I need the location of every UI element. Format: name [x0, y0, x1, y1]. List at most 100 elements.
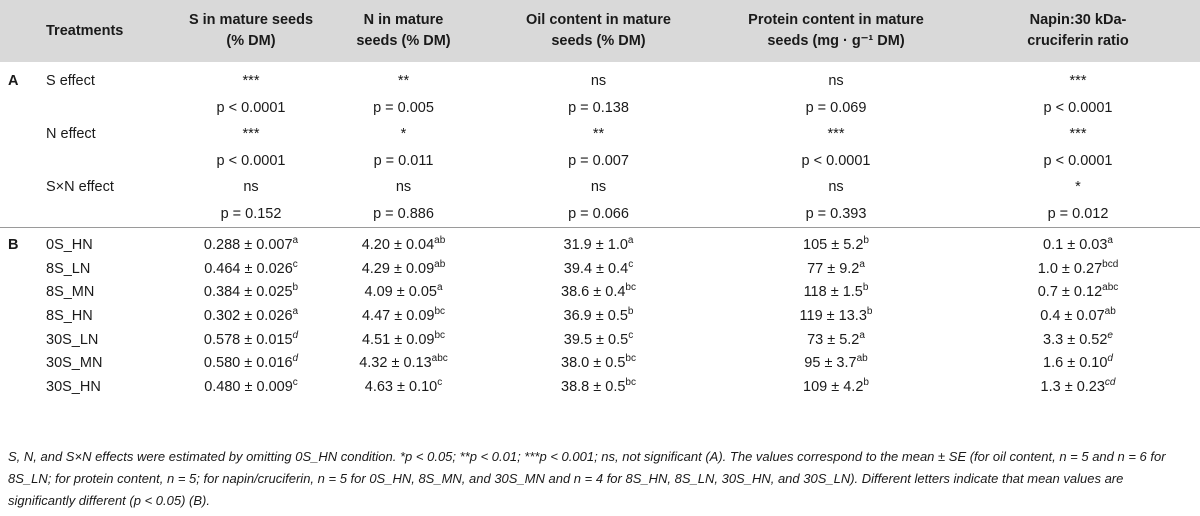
significance-letter: c	[437, 377, 443, 389]
treatment-label: 8S_LN	[46, 260, 91, 277]
significance-letter: c	[628, 329, 634, 341]
table-cell: p = 0.138	[568, 99, 629, 116]
mean-value: 39.4 ± 0.4	[563, 260, 629, 277]
table-cell: 0.480 ± 0.009c	[176, 375, 326, 399]
mean-value: 0.480 ± 0.009	[204, 378, 293, 395]
significance-letter: bc	[434, 306, 446, 318]
significance-letter: bc	[625, 377, 636, 389]
mean-value: 4.47 ± 0.09	[361, 308, 435, 325]
row-label: S effect	[46, 73, 95, 90]
table-row: 8S_MN 0.384 ± 0.025b 4.09 ± 0.05a 38.6 ± 0.…	[0, 281, 1200, 305]
table-row: B 0S_HN 0.288 ± 0.007a 4.20 ± 0.04ab 31.9 ± …	[0, 234, 1200, 258]
mean-value: 77 ± 9.2	[807, 260, 860, 277]
table-cell: 118 ± 1.5b	[716, 281, 956, 305]
table-cell: p < 0.0001	[216, 152, 286, 169]
treatment-label: 0S_HN	[46, 237, 93, 254]
table-cell: 0.580 ± 0.016d	[176, 351, 326, 375]
section-label: B	[8, 237, 19, 254]
significance-letter: bcd	[1102, 259, 1119, 271]
table-cell: ***	[827, 126, 845, 143]
significance-letter: c	[292, 259, 298, 271]
table-cell: ns	[828, 179, 844, 196]
row-label	[46, 201, 176, 228]
mean-value: 4.63 ± 0.10	[364, 378, 438, 395]
significance-letter: a	[1107, 235, 1113, 247]
section-b: B 0S_HN 0.288 ± 0.007a 4.20 ± 0.04ab 31.9 ± …	[0, 226, 1200, 399]
table-cell: 109 ± 4.2b	[716, 375, 956, 399]
table-cell: p < 0.0001	[216, 99, 286, 116]
significance-letter: a	[627, 235, 634, 247]
mean-value: 73 ± 5.2	[807, 331, 860, 348]
header-s: S in mature seeds (% DM)	[188, 12, 314, 49]
table-cell: *	[400, 126, 407, 143]
table-cell: ns	[243, 179, 259, 196]
mean-value: 119 ± 13.3	[799, 308, 867, 325]
significance-letter: a	[436, 282, 443, 294]
table-cell: 38.6 ± 0.4bc	[481, 281, 716, 305]
table-cell: ns	[590, 73, 607, 90]
table-cell: p < 0.0001	[1043, 152, 1113, 169]
table-cell: 0.7 ± 0.12abc	[956, 281, 1200, 305]
section-label	[0, 148, 46, 175]
significance-letter: b	[863, 235, 869, 247]
table-cell: ns	[395, 179, 412, 196]
table-cell: p = 0.012	[1047, 205, 1109, 222]
significance-letter: bc	[625, 353, 636, 365]
table-cell: 0.302 ± 0.026a	[176, 304, 326, 328]
table-row: N effect *** * ** *** ***	[0, 121, 1200, 148]
section-label: A	[8, 73, 19, 90]
significance-letter: a	[859, 259, 865, 271]
table-cell: 4.09 ± 0.05a	[326, 281, 481, 305]
section-label	[0, 304, 46, 328]
significance-letter: bc	[625, 282, 636, 294]
significance-letter: b	[862, 282, 869, 294]
table-cell: ns	[828, 73, 844, 90]
table-cell: ns	[590, 179, 607, 196]
row-label: S×N effect	[46, 179, 114, 196]
table-cell: p = 0.007	[568, 152, 629, 169]
significance-letter: a	[292, 306, 299, 318]
mean-value: 36.9 ± 0.5	[563, 308, 628, 325]
table-cell: 0.288 ± 0.007a	[176, 234, 326, 258]
treatment-label: 8S_MN	[46, 284, 95, 301]
mean-value: 0.4 ± 0.07	[1040, 308, 1105, 325]
table-row: 8S_LN 0.464 ± 0.026c 4.29 ± 0.09ab 39.4 ± 0…	[0, 257, 1200, 281]
table-cell: 1.3 ± 0.23cd	[956, 375, 1200, 399]
mean-value: 0.1 ± 0.03	[1043, 237, 1108, 254]
mean-value: 4.51 ± 0.09	[361, 331, 435, 348]
mean-value: 1.3 ± 0.23	[1040, 378, 1105, 395]
header-oil: Oil content in mature seeds (% DM)	[525, 12, 671, 49]
section-label	[0, 351, 46, 375]
significance-letter: d	[292, 353, 299, 365]
significance-letter: b	[866, 306, 873, 318]
treatment-label: 30S_MN	[46, 355, 103, 372]
header-napin: Napin:30 kDa-cruciferin ratio	[1027, 12, 1129, 49]
table-row: S×N effect ns ns ns ns *	[0, 174, 1200, 201]
significance-letter: e	[1107, 329, 1113, 341]
table-cell: 4.32 ± 0.13abc	[326, 351, 481, 375]
significance-letter: c	[628, 259, 634, 271]
mean-value: 38.8 ± 0.5	[561, 378, 626, 395]
table-cell: 77 ± 9.2a	[716, 257, 956, 281]
section-divider	[0, 226, 1200, 234]
table-cell: 39.4 ± 0.4c	[481, 257, 716, 281]
mean-value: 0.288 ± 0.007	[203, 237, 293, 254]
table-cell: ***	[242, 73, 260, 90]
mean-value: 0.384 ± 0.025	[203, 284, 293, 301]
table-row: 30S_LN 0.578 ± 0.015d 4.51 ± 0.09bc 39.5 ± …	[0, 328, 1200, 352]
table-cell: ***	[1069, 73, 1087, 90]
mean-value: 31.9 ± 1.0	[563, 237, 628, 254]
table-cell: p = 0.393	[805, 205, 867, 222]
table-cell: 4.63 ± 0.10c	[326, 375, 481, 399]
treatment-label: 30S_HN	[46, 378, 101, 395]
table-cell: 38.8 ± 0.5bc	[481, 375, 716, 399]
table-cell: 4.29 ± 0.09ab	[326, 257, 481, 281]
significance-letter: b	[292, 282, 299, 294]
table-cell: 1.6 ± 0.10d	[956, 351, 1200, 375]
mean-value: 38.0 ± 0.5	[561, 355, 626, 372]
table-cell: p = 0.152	[220, 205, 282, 222]
mean-value: 0.7 ± 0.12	[1037, 284, 1103, 301]
section-label	[0, 201, 46, 228]
